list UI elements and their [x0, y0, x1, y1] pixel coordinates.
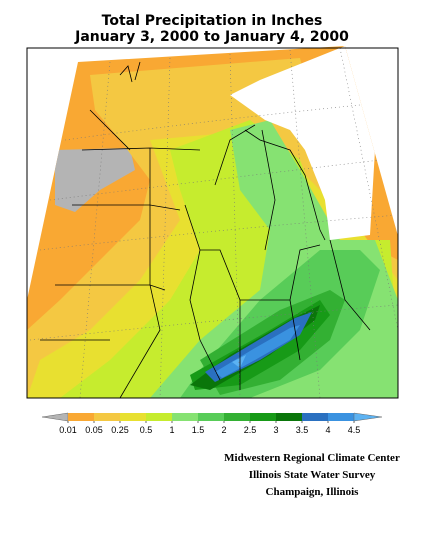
legend-label: 0.05 [85, 425, 103, 435]
map-frame [26, 47, 399, 399]
legend-swatch [172, 413, 198, 421]
legend-label: 2.5 [244, 425, 257, 435]
legend-label: 1 [169, 425, 174, 435]
legend-swatch [120, 413, 146, 421]
legend-label: 2 [221, 425, 226, 435]
legend-swatch [146, 413, 172, 421]
legend-label: 4 [325, 425, 330, 435]
no-data-area [230, 46, 375, 240]
credit: Illinois State Water Survey [249, 469, 376, 481]
legend-swatch [68, 413, 94, 421]
legend-arrow [353, 412, 383, 422]
legend-label: 0.25 [111, 425, 129, 435]
legend-swatch [94, 413, 120, 421]
legend-label: 0.5 [140, 425, 153, 435]
legend-label: 0.01 [59, 425, 77, 435]
legend-label: 3.5 [296, 425, 309, 435]
credit: Midwestern Regional Climate Center [224, 452, 400, 464]
zone [232, 355, 246, 368]
zone [55, 148, 135, 212]
precip-map [27, 46, 398, 398]
title: Total Precipitation in Inches [102, 13, 323, 29]
legend-label: 3 [273, 425, 278, 435]
legend-swatch [224, 413, 250, 421]
legend: 0.01 0.05 0.25 0.5 1 1.5 2 2.5 3 3.5 4 4.5 [41, 412, 383, 435]
legend-swatch [276, 413, 302, 421]
legend-arrow [41, 412, 69, 422]
legend-swatch [328, 413, 354, 421]
subtitle: January 3, 2000 to January 4, 2000 [74, 29, 349, 45]
legend-swatch [250, 413, 276, 421]
legend-label: 1.5 [192, 425, 205, 435]
credit: Champaign, Illinois [266, 486, 360, 498]
legend-swatch [198, 413, 224, 421]
graticule [29, 47, 398, 398]
legend-swatch [302, 413, 328, 421]
state-borders [40, 61, 371, 398]
legend-label: 4.5 [348, 425, 361, 435]
